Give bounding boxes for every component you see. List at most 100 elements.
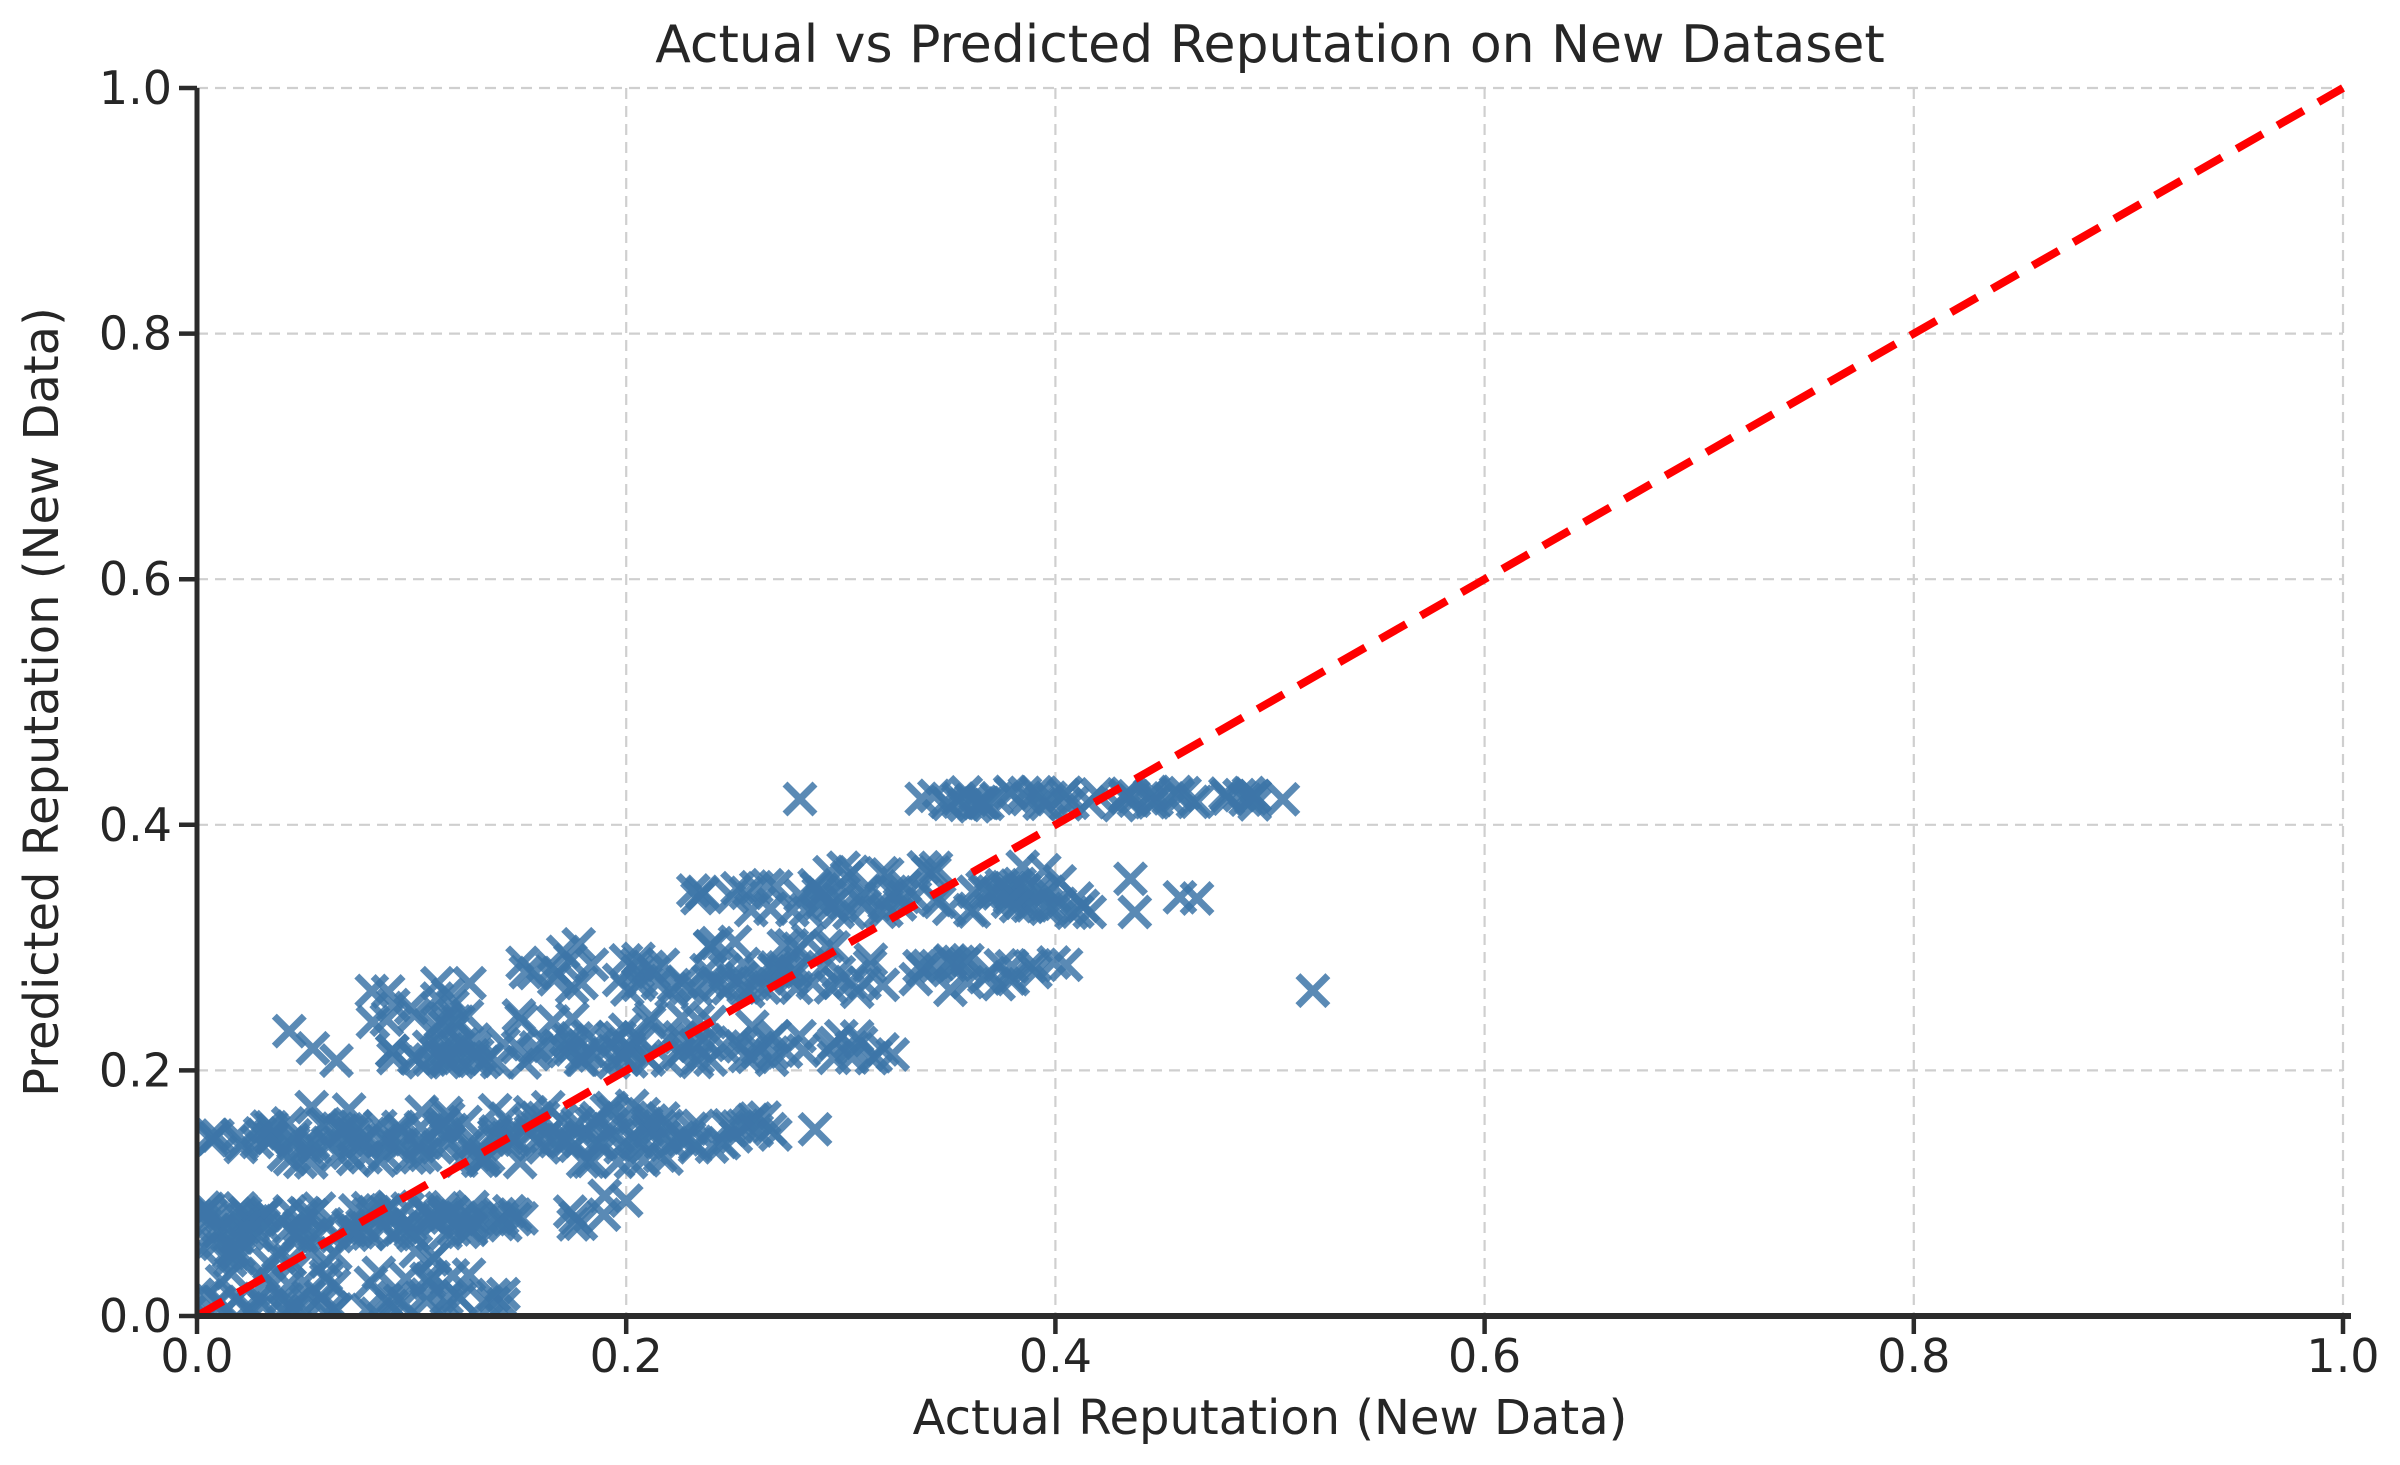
scatter-point <box>486 1276 521 1312</box>
scatter-point <box>197 1231 219 1267</box>
scatter-point <box>797 1111 833 1147</box>
scatter-point <box>223 1129 259 1165</box>
scatter-point <box>847 965 882 1001</box>
scatter-point <box>949 964 985 1000</box>
scatter-point <box>782 781 818 817</box>
scatter-point <box>228 1290 264 1316</box>
y-tick-label: 0.6 <box>99 552 172 606</box>
scatter-point <box>812 854 848 890</box>
scatter-point <box>487 1207 523 1243</box>
scatter-point <box>1048 947 1084 983</box>
scatter-point <box>480 1206 516 1242</box>
y-tick-label: 0.8 <box>99 307 172 361</box>
scatter-point <box>1035 889 1071 925</box>
scatter-point <box>502 1144 538 1180</box>
scatter-point <box>477 1092 513 1128</box>
scatter-point <box>1046 777 1082 813</box>
scatter-point <box>293 1144 329 1180</box>
scatter-point <box>452 965 487 1001</box>
scatter-point <box>664 1000 700 1036</box>
scatter-point <box>1028 786 1064 822</box>
scatter-point <box>1113 861 1148 897</box>
scatter-point <box>675 873 711 908</box>
scatter-point <box>295 1030 331 1066</box>
scatter-point <box>367 1136 403 1172</box>
scatter-point <box>500 1029 536 1065</box>
scatter-point <box>564 965 599 1001</box>
scatter-point <box>545 934 581 970</box>
scatter-point <box>990 884 1026 920</box>
scatter-point <box>700 966 736 1002</box>
scatter-point <box>265 1293 301 1316</box>
scatter-point <box>930 786 966 822</box>
scatter-point <box>906 849 942 885</box>
scatter-point <box>723 1028 759 1064</box>
scatter-point <box>834 1030 870 1065</box>
scatter-point <box>385 1209 421 1245</box>
scatter-point <box>331 1092 367 1128</box>
scatter-point <box>774 892 810 928</box>
scatter-point <box>449 998 485 1034</box>
identity-line-layer <box>195 84 2345 1320</box>
scatter-point <box>795 965 831 1001</box>
scatter-point <box>734 1009 770 1045</box>
scatter-point <box>607 1012 643 1048</box>
scatter-point <box>992 961 1028 996</box>
scatter-point <box>565 1143 601 1179</box>
scatter-point <box>1179 881 1215 916</box>
scatter-series <box>197 774 1331 1316</box>
scatter-point <box>869 857 905 892</box>
scatter-point <box>875 1037 911 1072</box>
scatter-point <box>404 1094 440 1130</box>
scatter-point <box>447 1104 483 1140</box>
x-tick-label: 0.0 <box>160 1329 233 1383</box>
scatter-point <box>802 885 837 921</box>
scatter-point <box>730 973 766 1009</box>
scatter-point <box>554 969 590 1005</box>
scatter-point <box>1079 776 1115 812</box>
scatter-point <box>409 1277 445 1313</box>
scatter-point <box>419 965 455 1001</box>
scatter-point <box>681 1108 716 1144</box>
identity-line <box>195 84 2345 1320</box>
scatter-point <box>349 1292 385 1316</box>
scatter-point <box>811 885 847 921</box>
scatter-point <box>197 1117 230 1153</box>
scatter-point <box>1265 781 1301 817</box>
scatter-point <box>601 962 637 998</box>
scatter-point <box>898 961 934 997</box>
scatter-point <box>409 1283 445 1316</box>
scatter-point <box>1295 973 1331 1009</box>
scatter-point <box>613 1144 649 1180</box>
scatter-point <box>330 1135 366 1171</box>
scatter-point <box>318 1292 354 1316</box>
scatter-point <box>501 998 537 1033</box>
axes-layer <box>179 85 2351 1334</box>
scatter-point <box>782 1018 817 1054</box>
scatter-point <box>476 1277 512 1313</box>
scatter-point <box>374 1033 410 1069</box>
chart-title: Actual vs Predicted Reputation on New Da… <box>655 15 1885 75</box>
scatter-point <box>717 924 753 960</box>
scatter-point <box>535 1004 571 1039</box>
scatter-point <box>398 1233 434 1269</box>
scatter-point <box>277 1294 313 1316</box>
x-tick-label: 0.4 <box>1019 1329 1092 1383</box>
y-tick-label: 1.0 <box>99 61 172 115</box>
y-tick-label: 0.4 <box>99 798 172 852</box>
scatter-point <box>992 774 1028 810</box>
scatter-point <box>211 1235 247 1271</box>
scatter-point <box>948 774 984 810</box>
y-tick-label: 0.2 <box>99 1043 172 1097</box>
scatter-point <box>847 888 883 924</box>
x-axis-label: Actual Reputation (New Data) <box>913 1390 1628 1446</box>
scatter-point <box>1135 774 1171 810</box>
scatter-point <box>1117 894 1153 930</box>
scatter-point <box>711 1107 747 1143</box>
scatter-point <box>649 1108 685 1144</box>
scatter-point <box>1072 894 1108 930</box>
scatter-point <box>739 1113 775 1148</box>
scatter-point <box>505 945 541 981</box>
